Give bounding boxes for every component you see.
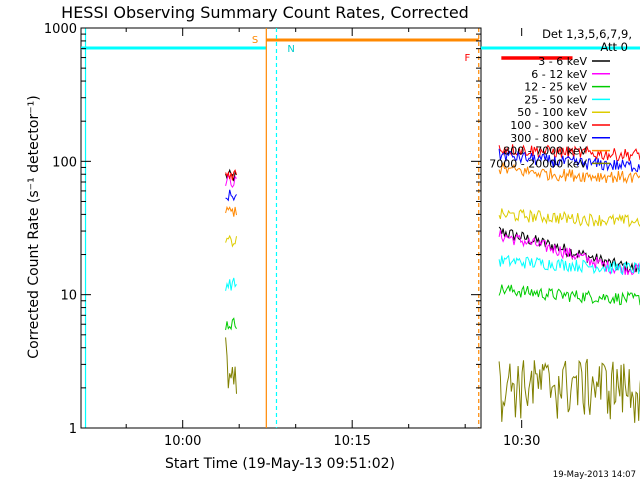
annotation-s: S	[252, 35, 258, 46]
legend-label-50-100-keV: 50 - 100 keV	[517, 106, 587, 119]
y-tick-label-100: 100	[52, 155, 77, 170]
series-line-800-7000-keV-0	[225, 205, 237, 217]
legend-header-line-2: Att 0	[600, 40, 628, 54]
x-tick-label-1000: 10:00	[164, 434, 201, 449]
y-tick-label-10: 10	[60, 289, 77, 304]
x-tick-label-1015: 10:15	[333, 434, 370, 449]
plot-area: SNF10:0010:1510:3010:4511:0011:1511:3011…	[44, 22, 640, 449]
series-line-12-25-keV-0	[225, 317, 237, 331]
legend-header-line-1: Det 1,3,5,6,7,9,	[542, 27, 632, 41]
y-tick-label-1: 1	[69, 422, 77, 437]
series-line-25-50-keV-1	[498, 254, 640, 276]
annotation-f: F	[465, 53, 471, 64]
series-line-50-100-keV-1	[498, 208, 640, 228]
legend-label-800-7000-keV: 800 - 7000 keV	[503, 145, 587, 158]
series-line-6-12-keV-0	[225, 173, 237, 188]
legend-label-6-12-keV: 6 - 12 keV	[531, 68, 587, 81]
legend-label-100-300-keV: 100 - 300 keV	[510, 119, 587, 132]
annotation-n: N	[287, 44, 294, 55]
x-tick-label-1030: 10:30	[503, 434, 540, 449]
series-line-12-25-keV-1	[498, 284, 640, 306]
x-axis-label: Start Time (19-May-13 09:51:02)	[165, 456, 395, 472]
generation-timestamp: 19-May-2013 14:07	[553, 470, 636, 480]
series-line-300-800-keV-1	[498, 148, 640, 173]
legend-label-300-800-keV: 300 - 800 keV	[510, 132, 587, 145]
plot-frame	[80, 27, 482, 429]
series-line-25-50-keV-0	[225, 277, 237, 291]
y-tick-label-1000: 1000	[44, 22, 77, 37]
series-line-6-12-keV-1	[498, 229, 640, 276]
series-line-7000-20000-keV-1	[498, 358, 640, 423]
legend-label-12-25-keV: 12 - 25 keV	[524, 81, 587, 94]
series-line-300-800-keV-0	[225, 189, 237, 202]
chart-title: HESSI Observing Summary Count Rates, Cor…	[61, 3, 469, 22]
legend-label-25-50-keV: 25 - 50 keV	[524, 93, 587, 106]
series-line-7000-20000-keV-0	[225, 337, 237, 394]
series-line-100-300-keV-1	[498, 144, 640, 162]
series-line-50-100-keV-0	[225, 234, 237, 248]
series-line-800-7000-keV-1	[498, 161, 640, 185]
y-axis-label: Corrected Count Rate (s⁻¹ detector⁻¹)	[26, 95, 42, 358]
series-line-100-300-keV-0	[225, 169, 237, 181]
legend-label-7000-20000-keV: 7000 - 20000 keV	[489, 157, 587, 170]
legend-label-3-6-keV: 3 - 6 keV	[538, 55, 587, 68]
